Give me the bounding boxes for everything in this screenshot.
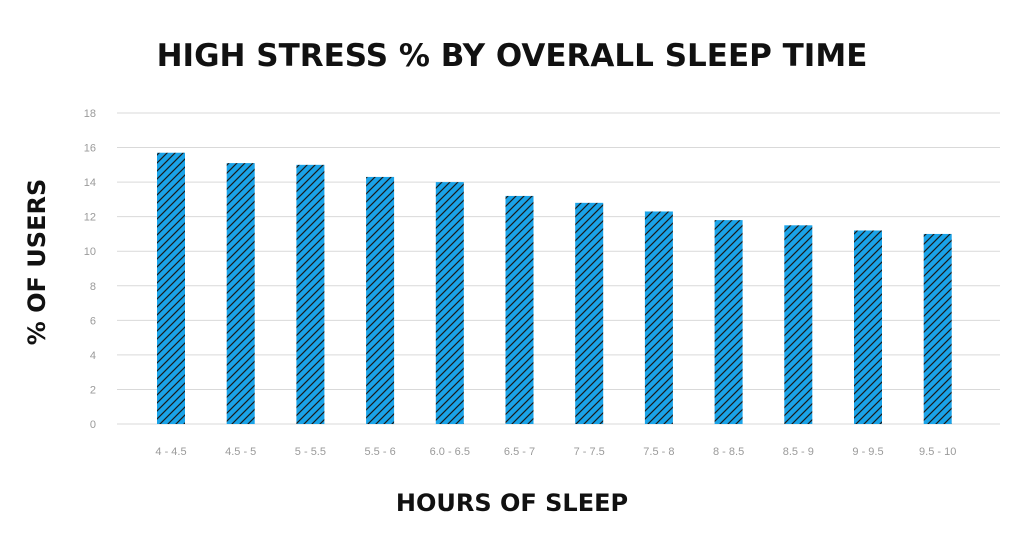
x-tick-label: 9.5 - 10 (919, 446, 956, 458)
y-tick-labels: 0 2 4 6 8 10 12 14 16 18 (84, 108, 96, 431)
bar (296, 164, 325, 425)
y-tick-label: 18 (84, 108, 96, 120)
x-axis-label: HOURS OF SLEEP (396, 489, 628, 517)
x-tick-label: 6.5 - 7 (504, 446, 535, 458)
bar (505, 195, 534, 424)
bars (157, 152, 952, 425)
bar (435, 182, 464, 424)
x-tick-label: 9 - 9.5 (852, 446, 883, 458)
x-tick-label: 4 - 4.5 (155, 446, 186, 458)
x-tick-label: 4.5 - 5 (225, 446, 256, 458)
y-tick-label: 2 (90, 384, 96, 396)
y-tick-label: 10 (84, 246, 96, 258)
bar (157, 152, 185, 424)
chart-title: HIGH STRESS % BY OVERALL SLEEP TIME (157, 38, 868, 74)
x-tick-label: 8.5 - 9 (783, 446, 814, 458)
x-tick-label: 7.5 - 8 (643, 446, 674, 458)
x-tick-labels: 4 - 4.5 4.5 - 5 5 - 5.5 5.5 - 6 6.0 - 6.5 6.5… (155, 446, 956, 458)
bar (366, 176, 395, 424)
y-tick-label: 14 (84, 177, 96, 189)
y-tick-label: 4 (90, 350, 96, 362)
bar (714, 220, 743, 424)
x-tick-label: 6.0 - 6.5 (430, 446, 470, 458)
bar (575, 202, 604, 424)
y-tick-label: 12 (84, 212, 96, 224)
bar (784, 225, 813, 424)
bar (644, 211, 673, 424)
x-tick-label: 8 - 8.5 (713, 446, 744, 458)
y-axis-label: % OF USERS (23, 179, 51, 346)
y-tick-label: 0 (90, 419, 96, 431)
x-tick-label: 5 - 5.5 (295, 446, 326, 458)
y-tick-label: 16 (84, 143, 96, 155)
y-tick-label: 6 (90, 315, 96, 327)
bar (226, 163, 255, 424)
gridlines (117, 112, 1000, 425)
x-tick-label: 7 - 7.5 (574, 446, 605, 458)
y-tick-label: 8 (90, 281, 96, 293)
bar (923, 233, 952, 424)
x-tick-label: 5.5 - 6 (365, 446, 396, 458)
bar (854, 230, 882, 424)
